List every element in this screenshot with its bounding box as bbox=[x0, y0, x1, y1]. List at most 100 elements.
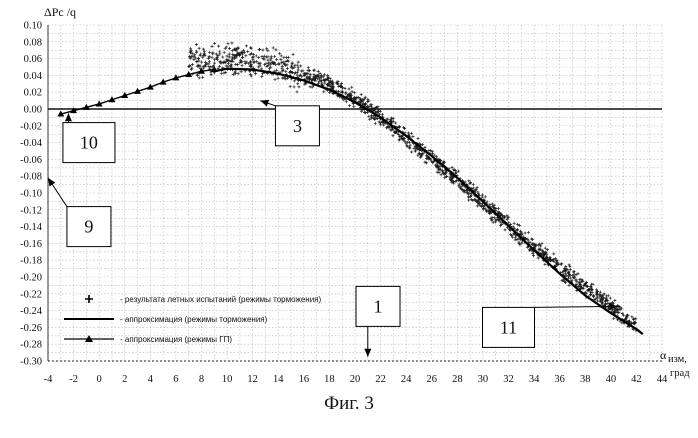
scatter-point bbox=[277, 77, 280, 80]
scatter-point bbox=[297, 61, 300, 64]
scatter-point bbox=[604, 300, 607, 303]
y-tick-label: -0.02 bbox=[20, 121, 42, 132]
scatter-point bbox=[613, 299, 616, 302]
legend-label: - результата летных испытаний (режимы то… bbox=[120, 295, 321, 304]
scatter-point bbox=[228, 47, 231, 50]
scatter-point bbox=[244, 54, 247, 57]
x-tick-label: 6 bbox=[173, 374, 178, 385]
y-tick-label: 0.02 bbox=[24, 88, 42, 99]
scatter-point bbox=[228, 53, 231, 56]
scatter-point bbox=[298, 85, 301, 88]
x-tick-label: 0 bbox=[97, 374, 102, 385]
scatter-point bbox=[255, 54, 258, 57]
scatter-point bbox=[261, 49, 264, 52]
scatter-point bbox=[272, 46, 275, 49]
scatter-point bbox=[307, 66, 310, 69]
scatter-point bbox=[195, 43, 198, 46]
scatter-point bbox=[317, 70, 320, 73]
scatter-point bbox=[612, 317, 615, 320]
x-axis-label: α bbox=[660, 348, 667, 362]
scatter-point bbox=[603, 293, 606, 296]
scatter-point bbox=[215, 52, 218, 55]
scatter-point bbox=[513, 222, 516, 225]
scatter-point bbox=[348, 104, 351, 107]
scatter-point bbox=[532, 254, 535, 257]
x-tick-label: 44 bbox=[657, 374, 668, 385]
scatter-point bbox=[568, 284, 571, 287]
scatter-point bbox=[458, 182, 461, 185]
scatter-point bbox=[274, 48, 277, 51]
scatter-point bbox=[300, 70, 303, 73]
legend: - результата летных испытаний (режимы то… bbox=[64, 295, 321, 344]
scatter-point bbox=[630, 315, 633, 318]
scatter-point bbox=[293, 85, 296, 88]
scatter-point bbox=[236, 63, 239, 66]
scatter-point bbox=[195, 60, 198, 63]
scatter-point bbox=[387, 126, 390, 129]
callout-label: 3 bbox=[293, 116, 302, 136]
scatter-point bbox=[586, 285, 589, 288]
x-tick-label: 38 bbox=[580, 374, 591, 385]
scatter-point bbox=[252, 55, 255, 58]
scatter-point bbox=[191, 63, 194, 66]
scatter-point bbox=[492, 221, 495, 224]
scatter-point bbox=[481, 194, 484, 197]
scatter-point bbox=[350, 86, 353, 89]
y-tick-label: 0.10 bbox=[24, 21, 42, 32]
y-tick-label: -0.22 bbox=[20, 289, 42, 300]
x-axis-unit: град bbox=[670, 368, 690, 379]
scatter-point bbox=[527, 231, 530, 234]
scatter-point bbox=[504, 228, 507, 231]
y-tick-label: -0.06 bbox=[20, 155, 42, 166]
scatter-point bbox=[299, 64, 302, 67]
scatter-point bbox=[345, 100, 348, 103]
x-tick-label: 34 bbox=[529, 374, 540, 385]
grid bbox=[48, 25, 662, 361]
scatter-point bbox=[244, 62, 247, 65]
scatter-point bbox=[207, 62, 210, 65]
scatter-point bbox=[297, 68, 300, 71]
figure-caption: Фиг. 3 bbox=[324, 393, 374, 414]
scatter-point bbox=[467, 196, 470, 199]
scatter-point bbox=[374, 122, 377, 125]
x-tick-label: 32 bbox=[503, 374, 514, 385]
scatter-point bbox=[198, 47, 201, 50]
y-tick-label: 0.00 bbox=[24, 105, 42, 116]
scatter-point bbox=[411, 135, 414, 138]
scatter-point bbox=[436, 171, 439, 174]
x-tick-label: 36 bbox=[554, 374, 565, 385]
scatter-point bbox=[197, 57, 200, 60]
x-tick-label: 4 bbox=[148, 374, 154, 385]
callout-label: 11 bbox=[500, 317, 517, 337]
x-tick-label: 30 bbox=[478, 374, 489, 385]
scatter-point bbox=[360, 93, 363, 96]
scatter-point bbox=[537, 256, 540, 259]
x-tick-label: 10 bbox=[222, 374, 233, 385]
scatter-point bbox=[313, 69, 316, 72]
scatter-point bbox=[275, 58, 278, 61]
scatter-point bbox=[524, 231, 527, 234]
scatter-point bbox=[609, 297, 612, 300]
scatter-point bbox=[309, 85, 312, 88]
legend-label: - аппроксимация (режимы торможения) bbox=[120, 315, 268, 324]
legend-label: - аппроксимация (режимы ГП) bbox=[120, 335, 232, 344]
scatter-point bbox=[273, 55, 276, 58]
scatter-point bbox=[296, 82, 299, 85]
x-tick-label: 8 bbox=[199, 374, 204, 385]
scatter-point bbox=[254, 72, 257, 75]
y-axis-label: ΔPc /q bbox=[44, 5, 76, 19]
callout-label: 9 bbox=[84, 217, 93, 237]
scatter-point bbox=[213, 42, 216, 45]
scatter-point bbox=[213, 62, 216, 65]
scatter-point bbox=[208, 51, 211, 54]
scatter-point bbox=[345, 91, 348, 94]
scatter-point bbox=[208, 60, 211, 63]
scatter-point bbox=[312, 69, 315, 72]
scatter-point bbox=[296, 90, 299, 93]
scatter-point bbox=[543, 263, 546, 266]
scatter-point bbox=[281, 65, 284, 68]
x-tick-label: 20 bbox=[350, 374, 361, 385]
callout-label: 10 bbox=[80, 133, 98, 153]
x-tick-label: 40 bbox=[606, 374, 617, 385]
scatter-point bbox=[211, 45, 214, 48]
